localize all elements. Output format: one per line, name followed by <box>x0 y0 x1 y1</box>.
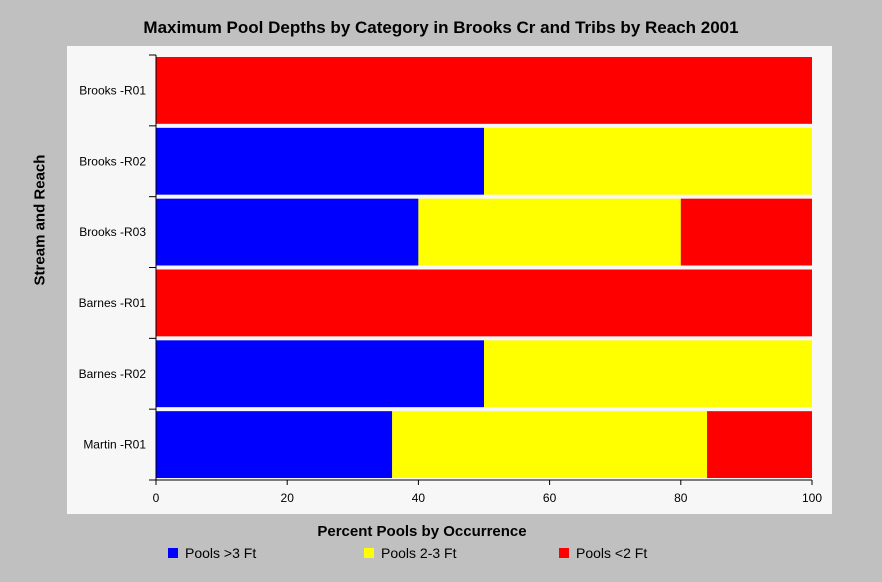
bar-segment <box>484 127 812 195</box>
bar-segment <box>156 127 484 195</box>
y-tick-label: Barnes -R02 <box>79 367 147 381</box>
legend-label: Pools >3 Ft <box>185 545 257 561</box>
bar-segment <box>156 57 812 124</box>
x-tick-label: 20 <box>281 491 295 505</box>
bar-segment <box>680 198 812 266</box>
bar-segment <box>418 198 681 266</box>
legend-item: Pools >3 Ft <box>168 545 256 561</box>
legend-swatch <box>559 548 569 558</box>
bar-segment <box>156 269 812 337</box>
legend-item: Pools 2-3 Ft <box>364 545 456 561</box>
bar-segment <box>156 411 393 478</box>
x-tick-label: 100 <box>802 491 822 505</box>
legend-swatch <box>364 548 374 558</box>
x-tick-label: 60 <box>543 491 557 505</box>
x-tick-label: 40 <box>412 491 426 505</box>
legend-swatch <box>168 548 178 558</box>
legend-label: Pools <2 Ft <box>576 545 648 561</box>
bar-segment <box>484 340 812 408</box>
legend-item: Pools <2 Ft <box>559 545 647 561</box>
y-tick-label: Martin -R01 <box>83 438 146 452</box>
legend-label: Pools 2-3 Ft <box>381 545 457 561</box>
x-tick-label: 80 <box>674 491 688 505</box>
y-tick-label: Barnes -R01 <box>79 296 147 310</box>
bar-segment <box>707 411 812 478</box>
bar-segment <box>392 411 708 478</box>
bar-segment <box>156 340 484 408</box>
y-tick-label: Brooks -R02 <box>79 154 146 168</box>
x-tick-label: 0 <box>153 491 160 505</box>
x-axis-label: Percent Pools by Occurrence <box>317 523 527 540</box>
bar-segment <box>156 198 419 266</box>
y-tick-label: Brooks -R01 <box>79 83 146 97</box>
chart-title: Maximum Pool Depths by Category in Brook… <box>143 18 739 37</box>
y-tick-label: Brooks -R03 <box>79 225 146 239</box>
